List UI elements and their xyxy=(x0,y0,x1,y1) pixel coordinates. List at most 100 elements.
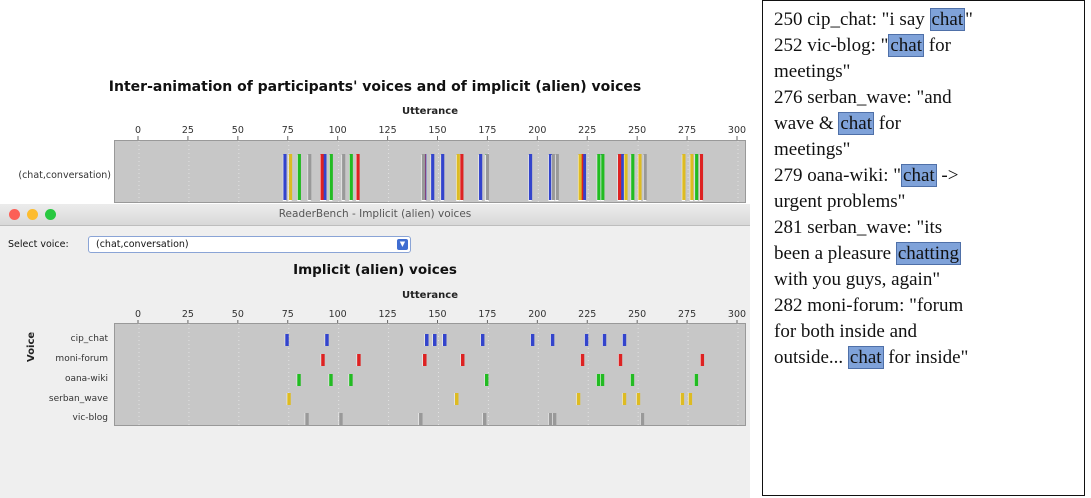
voice-occurrence-bar xyxy=(555,154,559,200)
x-tick-label: 25 xyxy=(182,309,194,320)
excerpt-text: 276 serban_wave: "and xyxy=(774,87,952,108)
excerpt-line: outside... chat for inside" xyxy=(774,345,1079,371)
x-tick-label: 75 xyxy=(282,309,294,320)
x-tick-label: 250 xyxy=(628,125,646,136)
voice-select-value: (chat,conversation) xyxy=(96,239,189,250)
voice-marker xyxy=(425,334,429,346)
excerpt-text: for inside" xyxy=(883,347,969,368)
excerpt-line: with you guys, again" xyxy=(774,267,1079,293)
voice-occurrence-bar xyxy=(349,154,353,200)
voice-occurrence-bar xyxy=(643,154,647,200)
voice-occurrence-bar xyxy=(578,154,582,200)
voice-occurrence-bar xyxy=(356,154,360,200)
voice-marker xyxy=(349,374,353,386)
maximize-window-button[interactable] xyxy=(45,209,56,220)
highlighted-keyword: chat xyxy=(888,34,925,57)
voice-marker xyxy=(618,354,623,366)
excerpt-text: 252 vic-blog: " xyxy=(774,35,889,56)
excerpt-text: with you guys, again" xyxy=(774,269,941,290)
window-titlebar[interactable]: ReaderBench - Implicit (alien) voices xyxy=(0,204,750,226)
excerpt-text: outside... xyxy=(774,347,848,368)
close-window-button[interactable] xyxy=(9,209,20,220)
excerpt-text: been a pleasure xyxy=(774,243,896,264)
excerpt-line: meetings" xyxy=(774,59,1079,85)
voice-marker xyxy=(297,374,301,386)
x-tick-label: 200 xyxy=(528,125,546,136)
excerpt-text: " xyxy=(965,9,973,30)
excerpt-line: 252 vic-blog: " chat for xyxy=(774,33,1079,59)
voice-marker xyxy=(694,374,699,386)
excerpt-line: for both inside and xyxy=(774,319,1079,345)
select-voice-label: Select voice: xyxy=(8,239,69,250)
x-tick-label: 175 xyxy=(478,125,496,136)
excerpt-line: wave & chat for xyxy=(774,111,1079,137)
voice-marker xyxy=(530,334,535,346)
voice-marker xyxy=(550,334,555,346)
voice-occurrence-bar xyxy=(699,154,704,200)
x-tick-label: 275 xyxy=(678,309,696,320)
voice-occurrence-bar xyxy=(682,154,686,200)
voice-marker xyxy=(357,354,361,366)
voice-marker xyxy=(622,334,627,346)
x-tick-label: 100 xyxy=(329,125,347,136)
highlighted-keyword: chatting xyxy=(895,242,962,265)
voice-marker xyxy=(548,413,553,425)
excerpt-text: meetings" xyxy=(774,139,851,160)
x-tick-label: 0 xyxy=(135,309,141,320)
x-tick-label: 225 xyxy=(578,309,596,320)
row-label-moni-forum: moni-forum xyxy=(55,354,108,364)
voice-marker xyxy=(700,354,705,366)
voice-occurrence-bar xyxy=(528,154,533,200)
minimize-window-button[interactable] xyxy=(27,209,38,220)
voice-occurrence-bar xyxy=(479,154,483,200)
x-tick-label: 250 xyxy=(628,309,646,320)
voice-marker xyxy=(552,413,557,425)
voice-occurrence-bar xyxy=(631,154,635,200)
excerpt-text: wave & xyxy=(774,113,839,134)
voice-marker xyxy=(454,393,459,405)
voice-marker xyxy=(305,413,309,425)
voice-occurrence-bar xyxy=(421,154,426,200)
excerpt-text: urgent problems" xyxy=(774,191,906,212)
excerpt-text: for xyxy=(924,35,951,56)
voice-select-dropdown[interactable]: (chat,conversation) ▼ xyxy=(88,236,411,253)
x-tick-label: 0 xyxy=(135,125,141,136)
excerpt-line: meetings" xyxy=(774,137,1079,163)
window-title: ReaderBench - Implicit (alien) voices xyxy=(278,208,472,220)
voice-occurrence-bar xyxy=(441,154,445,200)
voice-marker xyxy=(580,354,585,366)
voice-marker xyxy=(600,374,605,386)
excerpt-text: 279 oana-wiki: " xyxy=(774,165,902,186)
row-label-oana-wiki: oana-wiki xyxy=(64,374,108,384)
voice-occurrence-bar xyxy=(460,154,464,200)
excerpt-line: 281 serban_wave: "its xyxy=(774,215,1079,241)
voice-marker xyxy=(329,374,333,386)
voice-occurrence-bar xyxy=(582,154,587,200)
voice-marker xyxy=(584,334,589,346)
utterance-excerpts-panel: 250 cip_chat: "i say chat " 252 vic-blog: … xyxy=(762,0,1085,496)
voice-marker xyxy=(636,393,641,405)
voice-occurrence-bar xyxy=(617,154,622,200)
x-tick-label: 50 xyxy=(232,125,244,136)
chevron-down-icon[interactable]: ▼ xyxy=(397,239,408,250)
voice-marker xyxy=(321,354,325,366)
x-tick-label: 300 xyxy=(728,125,746,136)
highlighted-keyword: chat xyxy=(901,164,937,187)
x-tick-label: 275 xyxy=(678,125,696,136)
excerpt-line: been a pleasure chatting xyxy=(774,241,1079,267)
voice-occurrence-bar xyxy=(601,154,605,200)
voice-occurrence-bar xyxy=(624,154,628,200)
voice-occurrence-bar xyxy=(288,154,293,200)
row-label-cip-chat: cip_chat xyxy=(70,334,108,344)
voice-occurrence-bar xyxy=(329,154,333,200)
excerpt-line: 276 serban_wave: "and xyxy=(774,85,1079,111)
x-tick-label: 150 xyxy=(428,125,446,136)
voice-occurrence-bar xyxy=(551,154,555,200)
voice-marker xyxy=(640,413,645,425)
voice-marker xyxy=(680,393,685,405)
voice-occurrence-bar xyxy=(620,154,624,200)
voice-marker xyxy=(423,354,427,366)
highlighted-keyword: chat xyxy=(847,346,884,369)
voice-marker xyxy=(602,334,607,346)
voice-marker xyxy=(460,354,465,366)
